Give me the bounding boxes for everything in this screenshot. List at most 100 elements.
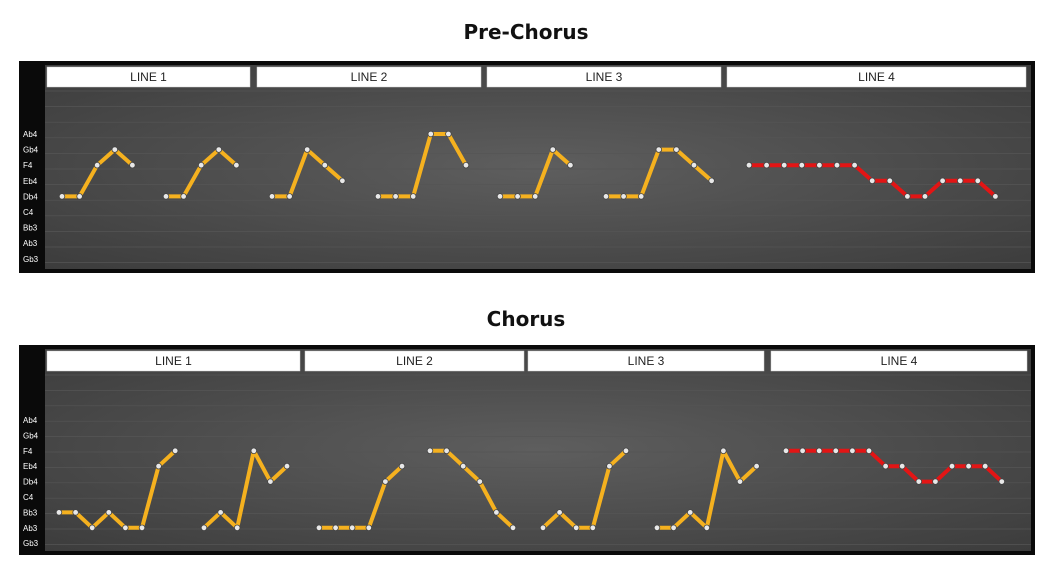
note-point <box>690 161 698 169</box>
note-point <box>899 462 906 470</box>
y-tick-label: Ab4 <box>23 130 38 139</box>
section-header <box>486 66 722 88</box>
section-header-label: LINE 4 <box>858 70 895 84</box>
note-point <box>753 462 760 470</box>
note-point <box>655 146 662 153</box>
note-point <box>129 161 136 169</box>
note-point <box>782 447 790 454</box>
note-point <box>267 478 274 485</box>
note-point <box>283 462 291 470</box>
phrase-series <box>653 447 760 531</box>
note-point <box>215 146 222 153</box>
section-header-label: LINE 1 <box>155 354 192 368</box>
phrase-series <box>268 146 346 200</box>
note-point <box>620 193 627 200</box>
y-tick-label: C4 <box>23 208 34 217</box>
note-point <box>816 447 823 454</box>
note-point <box>217 509 224 516</box>
note-point <box>138 524 146 531</box>
note-point <box>476 478 483 485</box>
section-header <box>46 66 251 88</box>
note-point <box>957 177 964 184</box>
note-point <box>865 447 873 454</box>
phrase-series <box>745 161 999 200</box>
note-point <box>162 193 170 200</box>
note-point <box>904 193 911 200</box>
pre-chorus-chart-svg: Gb3 Ab3 Bb3 C4 Db4 Eb4 F4 Gb4 Ab4 LINE 1 LINE 2 LIN… <box>19 61 1035 273</box>
note-point <box>382 478 389 485</box>
section-header-label: LINE 1 <box>130 70 167 84</box>
note-point <box>638 193 645 200</box>
note-point <box>349 524 356 531</box>
section-header-label: LINE 2 <box>351 70 388 84</box>
phrase-series <box>602 146 715 200</box>
section-header-label: LINE 3 <box>628 354 665 368</box>
note-point <box>992 193 999 200</box>
note-point <box>567 161 574 169</box>
note-point <box>122 524 129 531</box>
note-point <box>799 447 806 454</box>
y-tick-label: Gb4 <box>23 146 39 155</box>
note-point <box>886 177 893 184</box>
phrase-series <box>374 130 470 200</box>
note-point <box>426 447 434 454</box>
note-point <box>982 462 989 470</box>
phrase-series <box>782 447 1005 485</box>
note-point <box>915 478 922 485</box>
note-point <box>720 447 727 454</box>
note-point <box>321 161 328 169</box>
note-point <box>974 177 981 184</box>
note-point <box>111 146 118 153</box>
section-header-label: LINE 4 <box>881 354 918 368</box>
note-point <box>851 161 858 169</box>
note-point <box>509 524 517 531</box>
chorus-chart-svg: Gb3 Ab3 Bb3 C4 Db4 Eb4 F4 Gb4 Ab4 LINE 1 LINE 2 LIN… <box>19 345 1035 555</box>
note-point <box>833 161 841 169</box>
section-header-label: LINE 2 <box>396 354 433 368</box>
y-tick-label: Ab3 <box>23 524 38 533</box>
note-point <box>948 462 956 470</box>
section-header <box>304 350 525 372</box>
note-point <box>197 161 205 169</box>
note-point <box>58 193 66 200</box>
phrase-line <box>57 448 178 530</box>
phrase-series <box>58 146 136 200</box>
plot-area <box>45 65 1031 269</box>
note-point <box>493 509 500 516</box>
y-tick-label: F4 <box>23 161 33 170</box>
phrase-series <box>200 447 291 531</box>
note-point <box>921 193 929 200</box>
y-tick-label: Gb4 <box>23 431 39 440</box>
note-point <box>653 524 661 531</box>
y-tick-label: Gb3 <box>23 255 39 264</box>
note-point <box>155 462 162 470</box>
note-point <box>462 161 470 169</box>
section-header <box>726 66 1027 88</box>
y-tick-label: Db4 <box>23 478 38 487</box>
note-point <box>445 130 452 138</box>
note-point <box>332 524 339 531</box>
phrase-series <box>162 146 240 200</box>
note-point <box>72 509 79 516</box>
note-point <box>532 193 539 200</box>
note-point <box>374 193 382 200</box>
y-tick-label: Eb4 <box>23 462 38 471</box>
note-point <box>816 161 823 169</box>
chorus-chart: Gb3 Ab3 Bb3 C4 Db4 Eb4 F4 Gb4 Ab4 LINE 1 LINE 2 LIN… <box>19 345 1035 555</box>
note-point <box>339 177 346 184</box>
note-point <box>832 447 839 454</box>
note-point <box>939 177 946 184</box>
section-header <box>770 350 1028 372</box>
note-point <box>736 478 744 485</box>
note-point <box>869 177 876 184</box>
note-point <box>798 161 805 169</box>
note-point <box>539 524 547 531</box>
pre-chorus-title: Pre-Chorus <box>463 20 589 44</box>
note-point <box>76 193 83 200</box>
note-point <box>556 509 563 516</box>
note-point <box>763 161 770 169</box>
note-point <box>286 193 293 200</box>
note-point <box>514 193 521 200</box>
note-point <box>708 177 715 184</box>
note-point <box>304 146 311 153</box>
